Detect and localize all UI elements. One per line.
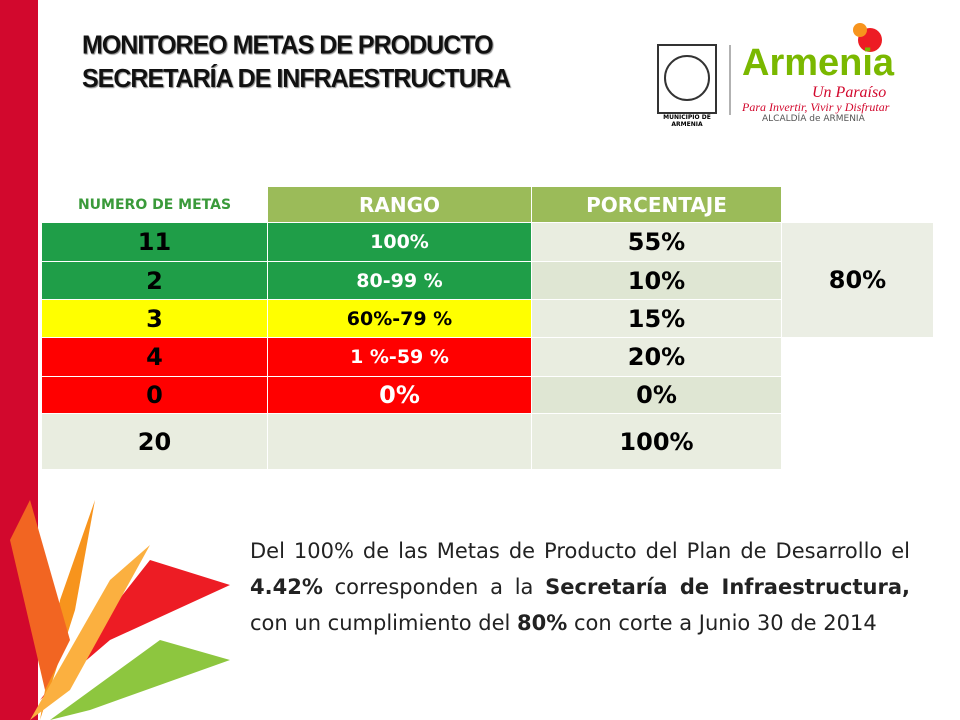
rango-cell: 100% [268,223,532,262]
text-bold: Secretaría de Infraestructura, [545,575,910,599]
percent-cell: 10% [532,262,782,300]
metas-cell: 3 [42,300,268,338]
title-line: MONITOREO METAS DE PRODUCTO [82,30,494,60]
paragraph: Del 100% de las Metas de Producto del Pl… [250,533,910,641]
text: corresponden a la [322,575,546,599]
header-cell: NUMERO DE METAS [42,187,268,223]
seal-label: MUNICIPIO DE ARMENIA [663,114,711,128]
tagline: Para Invertir, Vivir y Disfrutar [742,100,890,114]
metas-cell: 20 [42,414,268,470]
rango-cell: 80-99 % [268,262,532,300]
percent-cell: 100% [532,414,782,470]
logo-flower [853,23,867,37]
slogan: Un Paraíso [812,84,887,101]
petal [40,560,230,700]
seal-frame [657,44,717,114]
petal [30,545,150,720]
brand: Armenia [742,42,895,84]
rango-cell [268,414,532,470]
header-cell: RANGO [268,187,532,223]
office: ALCALDÍA de ARMENIA [762,114,865,124]
header-cell: PORCENTAJE [532,187,782,223]
text: con un cumplimiento del [250,611,518,635]
total-cell: 80% [782,223,934,338]
text-bold: 80% [517,611,568,635]
title: MONITOREO METAS DE PRODUCTO SECRETARÍA D… [82,28,511,95]
rango-cell: 0% [268,377,532,414]
text: Del 100% de las Metas de Producto del Pl… [250,539,910,563]
percent-cell: 15% [532,300,782,338]
percent-cell: 20% [532,338,782,377]
metas-cell: 11 [42,223,268,262]
title-line: SECRETARÍA DE INFRAESTRUCTURA [82,64,511,94]
rango-cell: 60%-79 % [268,300,532,338]
seal [664,55,710,101]
metas-cell: 0 [42,377,268,414]
rango-cell: 1 %-59 % [268,338,532,377]
text: con corte a Junio 30 de 2014 [567,611,877,635]
metas-cell: 2 [42,262,268,300]
percent-cell: 55% [532,223,782,262]
petal [10,500,70,690]
metas-cell: 4 [42,338,268,377]
leaf [50,640,230,720]
percent-cell: 0% [532,377,782,414]
text-bold: 4.42% [250,575,323,599]
